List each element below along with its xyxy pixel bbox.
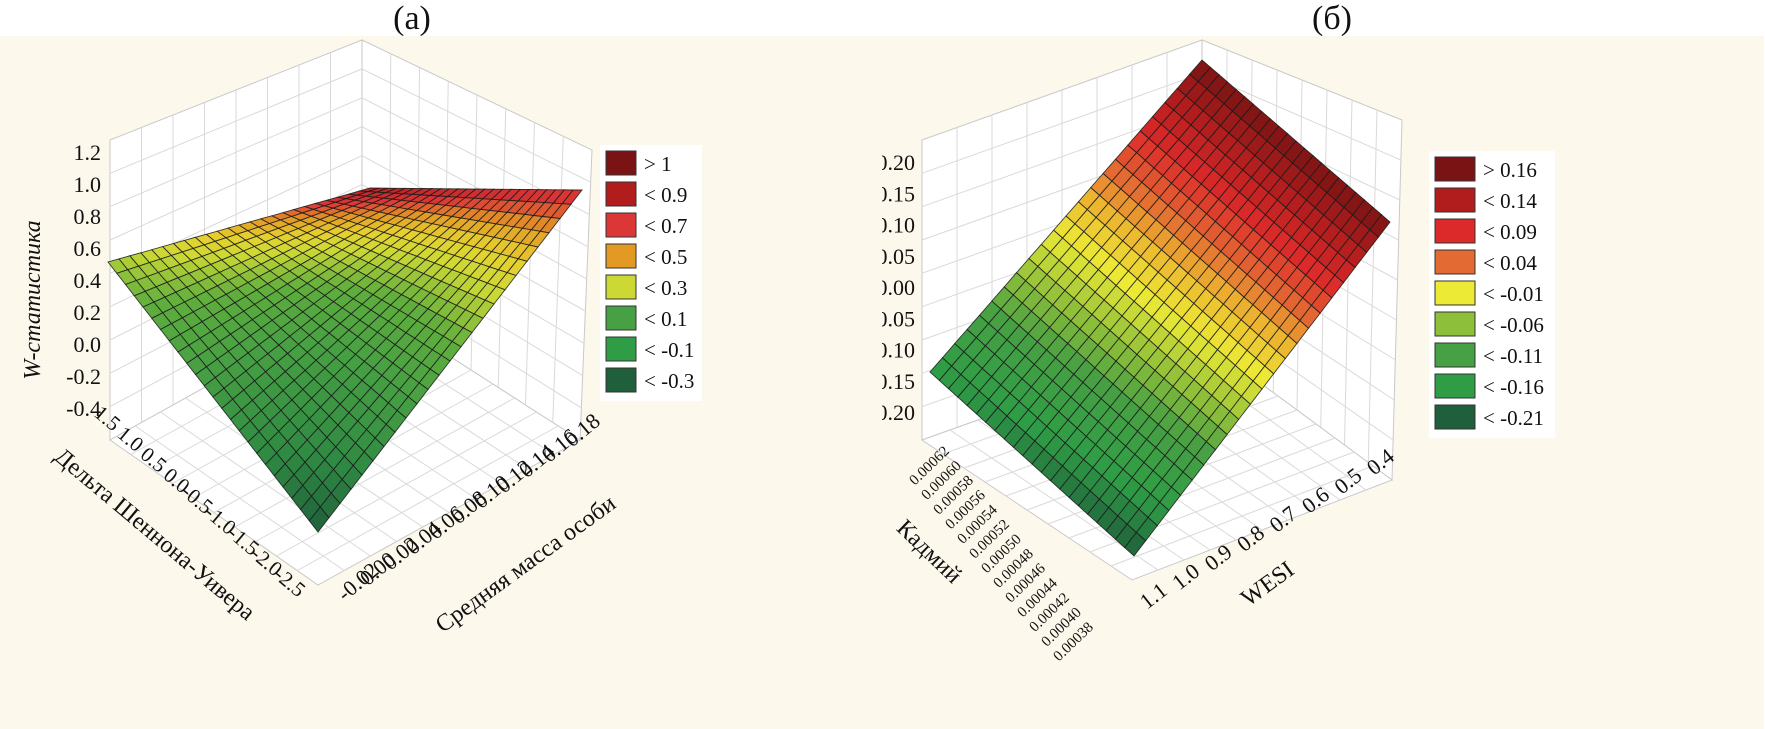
surface-chart-b: 0.20 0.15 0.10 0.05 0.00 -0.05 -0.10 -0.15 -0.20… bbox=[882, 36, 1764, 729]
legend-label-b: < -0.06 bbox=[1483, 313, 1544, 337]
legend-label-b: < 0.14 bbox=[1483, 189, 1537, 213]
z-tick-label-b: 0.05 bbox=[882, 244, 915, 269]
z-tick-label-b: 0.20 bbox=[882, 150, 915, 175]
legend-swatch-a bbox=[605, 212, 637, 238]
legend-label-a: > 1 bbox=[644, 152, 672, 176]
legend-label-b: > 0.16 bbox=[1483, 158, 1537, 182]
legend-label-b: < -0.01 bbox=[1483, 282, 1544, 306]
legend-label-b: < -0.11 bbox=[1483, 344, 1543, 368]
z-tick-label-b: -0.20 bbox=[882, 400, 915, 425]
legend-swatch-a bbox=[605, 367, 637, 393]
z-tick-label-a: 0.4 bbox=[74, 268, 102, 293]
legend-swatch-a bbox=[605, 150, 637, 176]
legend-label-a: < -0.1 bbox=[644, 338, 694, 362]
surface-cell-a bbox=[308, 506, 330, 533]
legend-label-a: < 0.5 bbox=[644, 245, 687, 269]
legend-label-b: < 0.04 bbox=[1483, 251, 1537, 275]
legend-swatch-b bbox=[1434, 404, 1476, 430]
legend-swatch-b bbox=[1434, 218, 1476, 244]
z-tick-label-a: -0.2 bbox=[66, 364, 101, 389]
z-tick-label-b: 0.10 bbox=[882, 213, 915, 238]
legend-label-b: < -0.16 bbox=[1483, 375, 1544, 399]
z-tick-label-a: 1.2 bbox=[74, 140, 102, 165]
legend-swatch-b bbox=[1434, 373, 1476, 399]
legend-swatch-b bbox=[1434, 156, 1476, 182]
z-tick-label-b: -0.15 bbox=[882, 369, 915, 394]
back-wall-right-a-gridline bbox=[552, 136, 564, 423]
legend-swatch-a bbox=[605, 181, 637, 207]
legend-swatch-a bbox=[605, 243, 637, 269]
z-tick-label-b: 0.00 bbox=[882, 275, 915, 300]
back-wall-right-a-gridline bbox=[525, 122, 535, 406]
z-tick-label-a: 0.6 bbox=[74, 236, 102, 261]
legend-swatch-b bbox=[1434, 311, 1476, 337]
z-tick-label-b: 0.15 bbox=[882, 181, 915, 206]
z-axis-label-a: W-статистика bbox=[20, 220, 46, 379]
z-tick-label-a: 1.0 bbox=[74, 172, 102, 197]
floor-b-gridline bbox=[1110, 465, 1374, 567]
legend-label-a: < 0.3 bbox=[644, 276, 687, 300]
back-wall-left-b-gridline bbox=[921, 72, 1203, 174]
z-tick-label-a: 0.2 bbox=[74, 300, 102, 325]
back-wall-left-a-gridline bbox=[109, 126, 363, 241]
back-wall-left-a-gridline bbox=[109, 68, 363, 174]
back-wall-right-a-gridline bbox=[361, 68, 591, 183]
legend-label-a: < 0.1 bbox=[644, 307, 687, 331]
legend-label-b: < -0.21 bbox=[1483, 406, 1544, 430]
legend-label-a: < 0.7 bbox=[644, 214, 687, 238]
surface-chart-a: 1.2 1.0 0.8 0.6 0.4 0.2 0.0 -0.2 -0.4 W-статистик… bbox=[0, 36, 882, 729]
legend-swatch-b bbox=[1434, 187, 1476, 213]
z-tick-label-a: 0.8 bbox=[74, 204, 102, 229]
legend-swatch-a bbox=[605, 274, 637, 300]
legend-label-a: < 0.9 bbox=[644, 183, 687, 207]
legend-swatch-b bbox=[1434, 280, 1476, 306]
back-wall-left-a-gridline bbox=[109, 97, 363, 208]
back-wall-right-b-gridline bbox=[1201, 72, 1402, 161]
panel-b: (б) 0.20 0.15 0.10 0.05 0.00 -0.05 -0.10 -0.15 -… bbox=[882, 0, 1764, 729]
floor-a-gridline bbox=[276, 411, 537, 557]
panel-label-a: (а) bbox=[393, 0, 431, 37]
z-tick-label-b: -0.05 bbox=[882, 306, 915, 331]
panel-a: (а) 1.2 1.0 0.8 0.6 0.4 0.2 0.0 -0.2 -0.4 W-стати… bbox=[0, 0, 882, 729]
legend-swatch-b bbox=[1434, 342, 1476, 368]
legend-swatch-b bbox=[1434, 249, 1476, 275]
floor-a-gridline bbox=[296, 425, 559, 571]
legend-label-b: < 0.09 bbox=[1483, 220, 1537, 244]
legend-swatch-a bbox=[605, 336, 637, 362]
surface-cell-b bbox=[1124, 531, 1147, 557]
legend-label-a: < -0.3 bbox=[644, 369, 694, 393]
z-tick-label-b: -0.10 bbox=[882, 338, 915, 363]
back-wall-right-b-gridline bbox=[1367, 109, 1378, 463]
legend-swatch-a bbox=[605, 305, 637, 331]
floor-a-gridline bbox=[255, 397, 515, 542]
panel-label-b: (б) bbox=[1312, 0, 1352, 37]
z-tick-label-a: -0.4 bbox=[66, 396, 101, 421]
z-tick-label-a: 0.0 bbox=[74, 332, 102, 357]
